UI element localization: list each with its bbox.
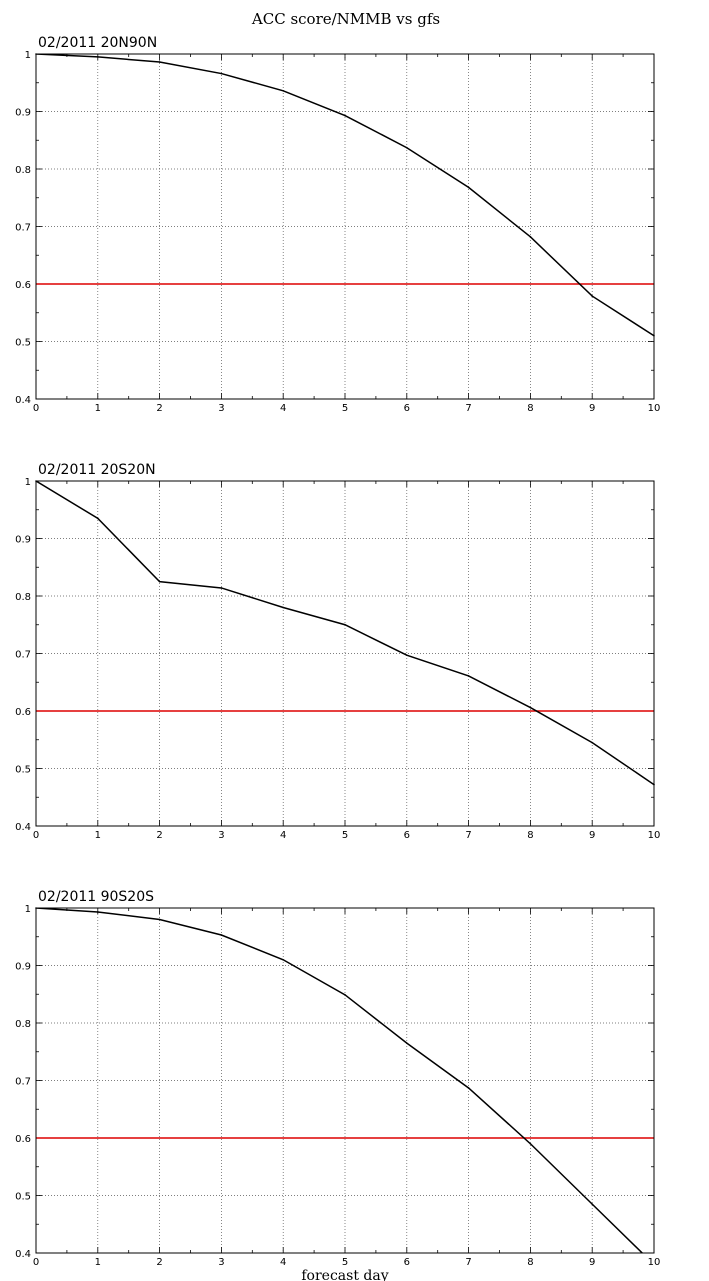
x-axis-label: forecast day	[301, 1268, 388, 1281]
y-tick-label: 0.4	[15, 1249, 31, 1260]
x-tick-label: 4	[280, 1257, 286, 1268]
y-tick-label: 0.8	[15, 1019, 31, 1030]
x-tick-label: 0	[33, 830, 39, 841]
acc-data-point	[344, 114, 346, 117]
y-tick-label: 0.4	[15, 395, 31, 406]
x-tick-label: 2	[156, 403, 162, 414]
y-tick-label: 0.9	[15, 535, 31, 546]
acc-data-point	[158, 61, 161, 63]
chart-panel-20n90n: 02/2011 20N90N 0 1 2 3 4 5 6 7 8 9 10 0.4 0.5 0.6 0.7 0.…	[15, 35, 660, 414]
x-tick-label: 7	[465, 1257, 471, 1268]
y-tick-label: 0.8	[15, 165, 31, 176]
acc-data-point	[467, 675, 470, 677]
panel-title: 02/2011 20S20N	[38, 462, 156, 478]
acc-data-point	[97, 517, 99, 520]
chart-panel-90s20s: 02/2011 90S20S 0 1 2 3 4 5 6 7 8 9 10 0.4 0.5 0.6 0.7 0.…	[15, 889, 660, 1268]
x-tick-label: 6	[404, 403, 410, 414]
x-tick-label: 10	[648, 403, 661, 414]
plot-frame	[35, 907, 655, 1254]
acc-data-point	[529, 236, 532, 238]
x-tick-label: 5	[342, 1257, 348, 1268]
x-tick-label: 5	[342, 403, 348, 414]
x-tick-label: 3	[218, 1257, 224, 1268]
acc-data-point	[220, 72, 223, 75]
x-tick-label: 6	[404, 1257, 410, 1268]
acc-data-point	[406, 146, 408, 149]
plot-frame	[35, 480, 655, 827]
plot-frame	[35, 53, 655, 400]
acc-data-point	[158, 918, 161, 921]
y-tick-label: 0.6	[15, 280, 31, 291]
x-tick-label: 1	[95, 403, 101, 414]
y-tick-label: 0.9	[15, 108, 31, 119]
x-tick-label: 3	[218, 403, 224, 414]
x-tick-label: 9	[589, 403, 595, 414]
y-tick-label: 1	[25, 904, 31, 915]
y-tick-label: 0.7	[15, 223, 31, 234]
acc-data-point	[220, 587, 223, 589]
y-tick-label: 0.7	[15, 1077, 31, 1088]
x-tick-label: 8	[527, 1257, 533, 1268]
y-tick-label: 1	[25, 477, 31, 488]
acc-data-point	[344, 623, 346, 626]
x-tick-label: 0	[33, 1257, 39, 1268]
acc-data-point	[591, 741, 593, 744]
x-tick-label: 9	[589, 1257, 595, 1268]
x-tick-label: 6	[404, 830, 410, 841]
x-tick-label: 0	[33, 403, 39, 414]
x-tick-label: 1	[95, 830, 101, 841]
y-tick-label: 0.4	[15, 822, 31, 833]
panel-title: 02/2011 90S20S	[38, 889, 154, 905]
x-tick-label: 9	[589, 830, 595, 841]
x-tick-label: 3	[218, 830, 224, 841]
acc-data-point	[282, 606, 285, 609]
acc-data-point	[158, 580, 161, 583]
x-tick-label: 8	[527, 403, 533, 414]
y-tick-label: 0.5	[15, 1192, 31, 1203]
acc-data-point	[591, 1203, 593, 1205]
acc-data-point	[529, 706, 532, 709]
acc-data-point	[467, 1087, 470, 1089]
y-tick-label: 0.9	[15, 962, 31, 973]
y-tick-label: 0.7	[15, 650, 31, 661]
x-tick-label: 10	[648, 1257, 661, 1268]
acc-data-point	[406, 1042, 408, 1044]
figure-title: ACC score/NMMB vs gfs	[251, 10, 440, 28]
panel-title: 02/2011 20N90N	[38, 35, 157, 51]
acc-data-point	[282, 958, 285, 961]
x-tick-label: 2	[156, 830, 162, 841]
x-tick-label: 5	[342, 830, 348, 841]
acc-data-point	[97, 911, 99, 913]
x-tick-label: 4	[280, 403, 286, 414]
acc-data-point	[406, 654, 408, 657]
x-tick-label: 4	[280, 830, 286, 841]
x-tick-label: 10	[648, 830, 661, 841]
x-tick-label: 2	[156, 1257, 162, 1268]
chart-panel-20s20n: 02/2011 20S20N 0 1 2 3 4 5 6 7 8 9 10 0.4 0.5 0.6 0.7 0.…	[15, 462, 660, 841]
x-tick-label: 7	[465, 830, 471, 841]
y-tick-label: 1	[25, 50, 31, 61]
y-tick-label: 0.6	[15, 707, 31, 718]
acc-data-point	[97, 56, 99, 58]
y-tick-label: 0.5	[15, 338, 31, 349]
acc-data-point	[467, 186, 470, 189]
x-tick-label: 1	[95, 1257, 101, 1268]
acc-data-point	[282, 90, 285, 92]
x-tick-label: 8	[527, 830, 533, 841]
y-tick-label: 0.8	[15, 592, 31, 603]
acc-data-point	[529, 1142, 532, 1145]
acc-data-point	[344, 994, 346, 996]
x-tick-label: 7	[465, 403, 471, 414]
y-tick-label: 0.6	[15, 1134, 31, 1145]
acc-data-point	[591, 295, 593, 297]
acc-data-point	[220, 934, 223, 936]
y-tick-label: 0.5	[15, 765, 31, 776]
